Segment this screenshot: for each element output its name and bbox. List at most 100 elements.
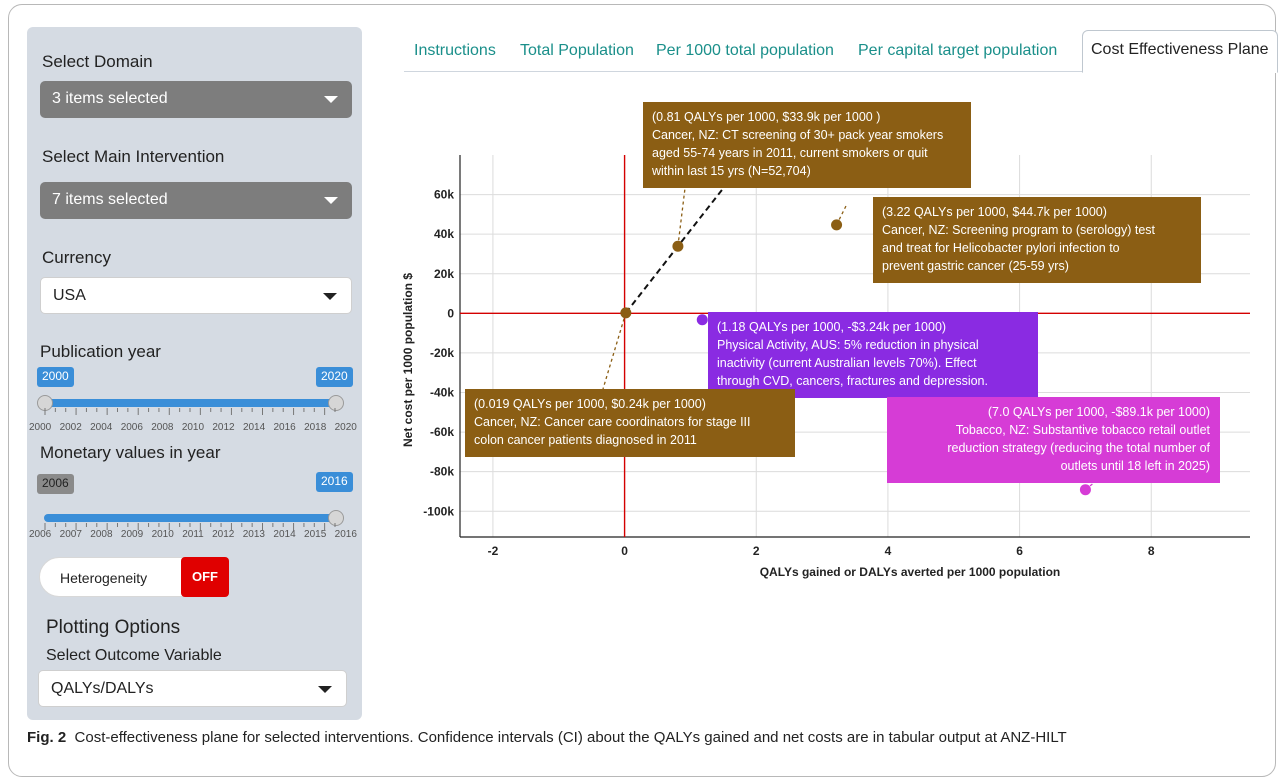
y-tick-label: -60k [430, 425, 454, 439]
publication-year-max-badge: 2020 [316, 367, 353, 387]
y-tick-label: -40k [430, 386, 454, 400]
y-axis-label: Net cost per 1000 population $ [401, 273, 415, 447]
frontier-line [625, 168, 739, 314]
annotation-box [708, 312, 1038, 398]
x-tick-label: 4 [885, 544, 892, 558]
monetary-year-max-handle[interactable] [328, 510, 344, 526]
annotation-box [873, 197, 1201, 283]
heterogeneity-toggle[interactable]: Heterogeneity OFF [39, 557, 229, 597]
tab-cost-effectiveness-plane[interactable]: Cost Effectiveness Plane [1082, 30, 1278, 73]
slider-tick-label: 2014 [242, 422, 266, 433]
y-tick-label: 20k [434, 267, 454, 281]
slider-tick-label: 2018 [304, 422, 327, 433]
slider-tick-label: 2012 [212, 529, 235, 540]
annotation-text: and treat for Helicobacter pylori infect… [882, 241, 1120, 255]
figure-caption: Fig. 2 Cost-effectiveness plane for sele… [27, 728, 1267, 748]
annotation-text: (3.22 QALYs per 1000, $44.7k per 1000) [882, 205, 1107, 219]
annotation-text: prevent gastric cancer (25-59 yrs) [882, 259, 1069, 273]
monetary-year-slider-track[interactable] [44, 514, 336, 522]
heterogeneity-off-state[interactable]: OFF [181, 557, 229, 597]
cost-effectiveness-plane-chart: -2 0 2 4 6 8 60k 40k 20k 0 -20k -40k -60k -80k -100k (… [401, 102, 1250, 579]
monetary-year-min-badge: 2006 [37, 474, 74, 494]
annotation-text: (1.18 QALYs per 1000, -$3.24k per 1000) [717, 320, 946, 334]
x-tick-label: 8 [1148, 544, 1155, 558]
tab-bar: Instructions Total Population Per 1000 t… [404, 30, 1278, 73]
intervention-label: Select Main Intervention [42, 147, 225, 166]
publication-year-ticks [44, 408, 336, 415]
annotation-text: aged 55-74 years in 2011, current smoker… [652, 146, 928, 160]
publication-year-max-handle[interactable] [328, 395, 344, 411]
annotation-box [887, 397, 1220, 483]
annotation-text: Tobacco, NZ: Substantive tobacco retail … [956, 423, 1211, 437]
slider-tick-label: 2004 [90, 422, 113, 433]
slider-tick-label: 2010 [181, 422, 205, 433]
publication-year-label: Publication year [40, 342, 161, 361]
tab-instructions[interactable]: Instructions [414, 42, 496, 59]
monetary-year-label: Monetary values in year [40, 443, 221, 462]
chevron-down-icon [324, 197, 338, 204]
y-tick-label: -20k [430, 346, 454, 360]
x-tick-label: 2 [753, 544, 760, 558]
domain-select[interactable]: 3 items selected [40, 81, 352, 118]
data-point [696, 314, 708, 326]
slider-tick-label: 2013 [242, 529, 265, 540]
slider-tick-label: 2009 [120, 529, 144, 540]
y-tick-label: 0 [447, 306, 454, 320]
x-axis-label: QALYs gained or DALYs averted per 1000 p… [760, 565, 1061, 579]
data-point [831, 219, 843, 231]
slider-tick-label: 2010 [151, 529, 174, 540]
intervention-select-value: 7 items selected [52, 191, 168, 208]
tab-total-population[interactable]: Total Population [520, 42, 634, 59]
slider-tick-label: 2007 [59, 529, 82, 540]
x-tick-label: 0 [621, 544, 628, 558]
y-tick-label: -80k [430, 465, 454, 479]
figure-caption-text: Cost-effectiveness plane for selected in… [74, 729, 1067, 746]
slider-tick-label: 2006 [120, 422, 143, 433]
slider-tick-label: 2011 [182, 529, 204, 540]
tab-per-1000-total-population[interactable]: Per 1000 total population [656, 42, 834, 59]
data-point [1079, 484, 1091, 496]
slider-tick-label: 2016 [334, 529, 357, 540]
annotation-text: Physical Activity, AUS: 5% reduction in … [717, 338, 979, 352]
outcome-variable-value: QALYs/DALYs [51, 680, 154, 697]
annotation-text: (7.0 QALYs per 1000, -$89.1k per 1000) [988, 405, 1210, 419]
data-point [620, 307, 632, 319]
intervention-select[interactable]: 7 items selected [40, 182, 352, 219]
annotation-text: (0.81 QALYs per 1000, $33.9k per 1000 ) [652, 110, 880, 124]
annotation-text: through CVD, cancers, fractures and depr… [717, 374, 988, 388]
annotation-text: inactivity (current Australian levels 70… [717, 356, 977, 370]
annotation-leader-line [602, 312, 627, 390]
y-tick-label: -100k [423, 504, 454, 518]
monetary-year-tick-labels: 2006 2007 2008 2009 2010 2011 2012 2013 2014 2015… [29, 529, 357, 540]
slider-tick-label: 2014 [273, 529, 296, 540]
annotation-text: within last 15 yrs (N=52,704) [651, 164, 811, 178]
monetary-year-max-badge: 2016 [316, 472, 353, 492]
publication-year-min-badge: 2000 [37, 367, 74, 387]
slider-tick-label: 2015 [304, 529, 327, 540]
heterogeneity-label: Heterogeneity [60, 570, 148, 586]
slider-tick-label: 2008 [151, 422, 174, 433]
slider-tick-label: 2012 [212, 422, 235, 433]
y-tick-label: 60k [434, 188, 454, 202]
currency-select[interactable]: USA [40, 277, 352, 314]
domain-select-value: 3 items selected [52, 90, 168, 107]
annotation-text: Cancer, NZ: Screening program to (serolo… [882, 223, 1156, 237]
slider-tick-label: 2016 [273, 422, 296, 433]
annotation-text: Cancer, NZ: Cancer care coordinators for… [474, 415, 751, 429]
monetary-year-ticks [44, 523, 336, 530]
slider-tick-label: 2002 [59, 422, 82, 433]
currency-select-value: USA [53, 287, 86, 304]
annotation-text: outlets until 18 left in 2025) [1061, 459, 1210, 473]
annotation-leader-line [677, 179, 687, 247]
slider-tick-label: 2000 [29, 422, 52, 433]
annotation-text: reduction strategy (reducing the total n… [947, 441, 1210, 455]
currency-label: Currency [42, 248, 111, 267]
slider-tick-label: 2020 [334, 422, 357, 433]
outcome-variable-select[interactable]: QALYs/DALYs [38, 670, 347, 707]
publication-year-slider-track[interactable] [44, 399, 336, 407]
annotation-text: Cancer, NZ: CT screening of 30+ pack yea… [652, 128, 943, 142]
chevron-down-icon [323, 293, 337, 300]
x-tick-label: -2 [488, 544, 499, 558]
tab-per-capital-target-population[interactable]: Per capital target population [858, 42, 1058, 59]
data-point [672, 240, 684, 252]
